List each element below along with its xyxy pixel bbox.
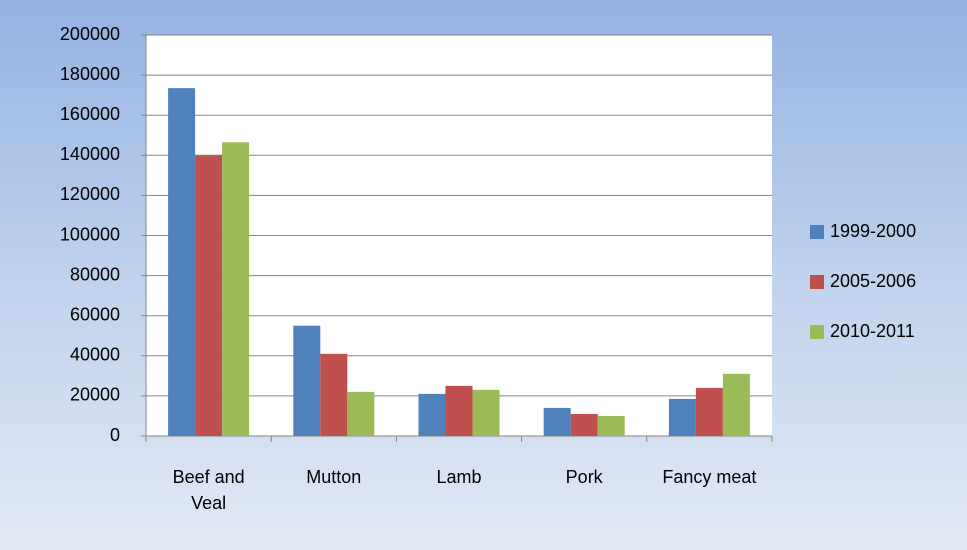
bar <box>168 88 196 436</box>
bar <box>472 389 500 436</box>
y-tick-label: 40000 <box>70 345 120 365</box>
legend-swatch <box>810 275 824 289</box>
bar <box>570 413 598 436</box>
bar <box>195 155 223 437</box>
legend-label: 2010-2011 <box>830 321 915 341</box>
x-tick-label: Pork <box>565 467 603 487</box>
x-tick-label: Fancy meat <box>662 467 757 487</box>
legend-label: 1999-2000 <box>830 221 916 241</box>
y-tick-label: 0 <box>110 425 120 445</box>
bar <box>347 391 375 436</box>
bar <box>293 325 321 436</box>
bar <box>222 142 250 436</box>
bar <box>418 393 446 436</box>
y-tick-label: 20000 <box>70 385 120 405</box>
y-tick-label: 60000 <box>70 304 120 324</box>
bar <box>668 398 696 436</box>
bar <box>543 407 571 436</box>
bar <box>722 373 750 436</box>
y-tick-label: 80000 <box>70 264 120 284</box>
y-tick-label: 180000 <box>60 64 120 84</box>
legend-label: 2005-2006 <box>830 271 916 291</box>
y-tick-label: 200000 <box>60 24 120 44</box>
x-tick-label: Mutton <box>306 467 362 487</box>
bar <box>320 353 348 436</box>
y-tick-label: 140000 <box>60 144 120 164</box>
y-tick-label: 120000 <box>60 184 120 204</box>
x-tick-label: Beef and Veal <box>172 467 245 513</box>
legend-swatch <box>810 325 824 339</box>
x-tick-label: Lamb <box>436 467 482 487</box>
bar <box>445 385 473 436</box>
y-tick-label: 160000 <box>60 104 120 124</box>
bar <box>695 387 723 436</box>
legend-swatch <box>810 225 824 239</box>
y-tick-label: 100000 <box>60 224 120 244</box>
bar <box>597 415 625 436</box>
